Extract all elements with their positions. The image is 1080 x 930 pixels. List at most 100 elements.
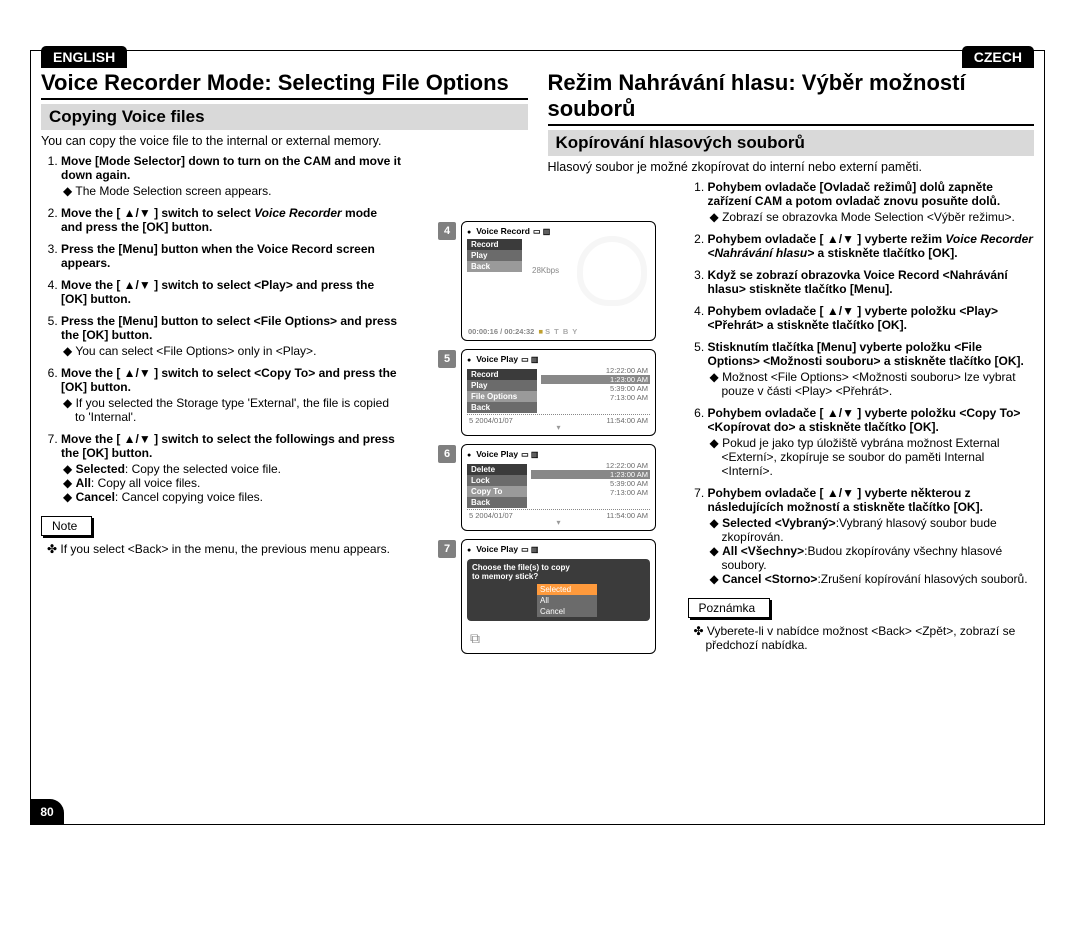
left-steps: Move [Mode Selector] down to turn on the…	[41, 154, 401, 504]
menu-item[interactable]: Back	[467, 497, 527, 508]
page-number-badge: 80	[30, 799, 64, 825]
battery-icon: ▭ ▥	[521, 545, 538, 554]
step-sub: All: Copy all voice files.	[61, 476, 401, 490]
step-text: Pohybem ovladače [ ▲/▼ ] vyberte některo…	[708, 486, 983, 514]
popup-text: Choose the file(s) to copy	[472, 563, 570, 572]
right-title: Režim Nahrávání hlasu: Výběr možností so…	[548, 70, 1035, 126]
step-text: Pohybem ovladače [ ▲/▼ ] vyberte režim	[708, 232, 946, 246]
popup-text: to memory stick?	[472, 572, 538, 581]
menu-list: Record Play File Options Back	[467, 369, 537, 413]
step-text: Move the [ ▲/▼ ] switch to select <Play>…	[61, 278, 374, 306]
step-sub: Zobrazí se obrazovka Mode Selection <Výb…	[708, 210, 1035, 224]
step-sub: Cancel: Cancel copying voice files.	[61, 490, 401, 504]
screen-title: Voice Play	[476, 449, 518, 459]
timer-text: 00:00:16 / 00:24:32	[468, 327, 534, 336]
device-screenshots: 4 Voice Record▭ ▥ Record Play Back 28Kbp…	[461, 221, 656, 662]
copy-icon: ⧉	[470, 630, 480, 647]
step-text: Move [Mode Selector] down to turn on the…	[61, 154, 401, 182]
mic-icon	[467, 449, 473, 459]
screen-number-badge: 7	[438, 540, 456, 558]
menu-item[interactable]: Record	[467, 369, 537, 380]
step-sub: Pokud je jako typ úložiště vybrána možno…	[708, 436, 1035, 478]
step-text: Press the [Menu] button when the Voice R…	[61, 242, 375, 270]
step-sub: Cancel <Storno>:Zrušení kopírování hlaso…	[708, 572, 1035, 586]
menu-item[interactable]: Delete	[467, 464, 527, 475]
menu-item[interactable]: Play	[467, 250, 522, 261]
step-text: Move the [ ▲/▼ ] switch to select the fo…	[61, 432, 395, 460]
step-sub: All <Všechny>:Budou zkopírovány všechny …	[708, 544, 1035, 572]
step-text: Pohybem ovladače [Ovladač režimů] dolů z…	[708, 180, 1001, 208]
list-item[interactable]: 1:23:00 AM	[541, 375, 650, 384]
menu-list: Delete Lock Copy To Back	[467, 464, 527, 508]
left-intro: You can copy the voice file to the inter…	[41, 134, 528, 148]
list-item[interactable]: 7:13:00 AM	[531, 488, 650, 497]
popup-option[interactable]: Selected	[537, 584, 597, 595]
chevron-down-icon: ▾	[467, 425, 650, 430]
device-screen-7: 7 Voice Play▭ ▥ Choose the file(s) to co…	[461, 539, 656, 654]
screen-number-badge: 6	[438, 445, 456, 463]
step-text: Press the [Menu] button to select <File …	[61, 314, 397, 342]
menu-item[interactable]: Back	[467, 402, 537, 413]
list-item[interactable]: 5:39:00 AM	[541, 384, 650, 393]
step-text: Pohybem ovladače [ ▲/▼ ] vyberte položku…	[708, 304, 999, 332]
step-text: Move the [ ▲/▼ ] switch to select <Copy …	[61, 366, 397, 394]
device-screen-5: 5 Voice Play▭ ▥ Record Play File Options…	[461, 349, 656, 436]
mic-icon	[467, 354, 473, 364]
bitrate-text: 28Kbps	[532, 266, 559, 275]
manual-page: ENGLISH Voice Recorder Mode: Selecting F…	[30, 50, 1045, 825]
list-item[interactable]: 12:22:00 AM	[531, 461, 650, 470]
step-sub: Selected <Vybraný>:Vybraný hlasový soubo…	[708, 516, 1035, 544]
screen-title: Voice Record	[476, 226, 530, 236]
step-text: a stiskněte tlačítko [OK].	[814, 246, 957, 260]
screen-title: Voice Play	[476, 544, 518, 554]
right-intro: Hlasový soubor je možné zkopírovat do in…	[548, 160, 1035, 174]
device-screen-6: 6 Voice Play▭ ▥ Delete Lock Copy To Back…	[461, 444, 656, 531]
battery-icon: ▭ ▥	[521, 355, 538, 364]
step-sub: If you selected the Storage type 'Extern…	[61, 396, 401, 424]
note-label-cz: Poznámka	[688, 598, 771, 618]
battery-icon: ▭ ▥	[533, 227, 550, 236]
device-screen-4: 4 Voice Record▭ ▥ Record Play Back 28Kbp…	[461, 221, 656, 341]
step-sub: You can select <File Options> only in <P…	[61, 344, 401, 358]
menu-item[interactable]: Lock	[467, 475, 527, 486]
right-section: Kopírování hlasových souborů	[548, 130, 1035, 156]
step-text: Když se zobrazí obrazovka Voice Record <…	[708, 268, 1008, 296]
popup-option[interactable]: All	[537, 595, 597, 606]
lang-tab-english: ENGLISH	[41, 46, 127, 68]
face-outline-icon	[577, 236, 647, 306]
mic-icon	[467, 544, 473, 554]
menu-item[interactable]: Back	[467, 261, 522, 272]
screen-number-badge: 4	[438, 222, 456, 240]
file-list: 12:22:00 AM 1:23:00 AM 5:39:00 AM 7:13:0…	[537, 366, 650, 413]
note-label: Note	[41, 516, 92, 536]
popup-option[interactable]: Cancel	[537, 606, 597, 617]
note-text: If you select <Back> in the menu, the pr…	[41, 542, 401, 556]
right-steps: Pohybem ovladače [Ovladač režimů] dolů z…	[688, 180, 1035, 586]
chevron-down-icon: ▾	[467, 520, 650, 525]
list-item[interactable]: 12:22:00 AM	[541, 366, 650, 375]
battery-icon: ▭ ▥	[521, 450, 538, 459]
menu-item[interactable]: Play	[467, 380, 537, 391]
step-text: Move the [ ▲/▼ ] switch to select	[61, 206, 254, 220]
lang-tab-czech: CZECH	[962, 46, 1034, 68]
menu-item[interactable]: Copy To	[467, 486, 527, 497]
left-title: Voice Recorder Mode: Selecting File Opti…	[41, 70, 528, 100]
step-text: Pohybem ovladače [ ▲/▼ ] vyberte položku…	[708, 406, 1021, 434]
step-sub: Možnost <File Options> <Možnosti souboru…	[708, 370, 1035, 398]
screen-number-badge: 5	[438, 350, 456, 368]
menu-item[interactable]: Record	[467, 239, 522, 250]
menu-item[interactable]: File Options	[467, 391, 537, 402]
note-text-cz: Vyberete-li v nabídce možnost <Back> <Zp…	[688, 624, 1035, 652]
list-item[interactable]: 7:13:00 AM	[541, 393, 650, 402]
step-text: Stisknutím tlačítka [Menu] vyberte polož…	[708, 340, 1024, 368]
copy-popup: Choose the file(s) to copy to memory sti…	[467, 559, 650, 621]
mic-icon	[467, 226, 473, 236]
step-sub: The Mode Selection screen appears.	[61, 184, 401, 198]
stby-text: S T B Y	[545, 327, 578, 336]
step-sub: Selected: Copy the selected voice file.	[61, 462, 401, 476]
list-item[interactable]: 5:39:00 AM	[531, 479, 650, 488]
step-italic: Voice Recorder	[254, 206, 342, 220]
menu-list: Record Play Back	[467, 239, 522, 272]
list-item[interactable]: 1:23:00 AM	[531, 470, 650, 479]
screen-title: Voice Play	[476, 354, 518, 364]
